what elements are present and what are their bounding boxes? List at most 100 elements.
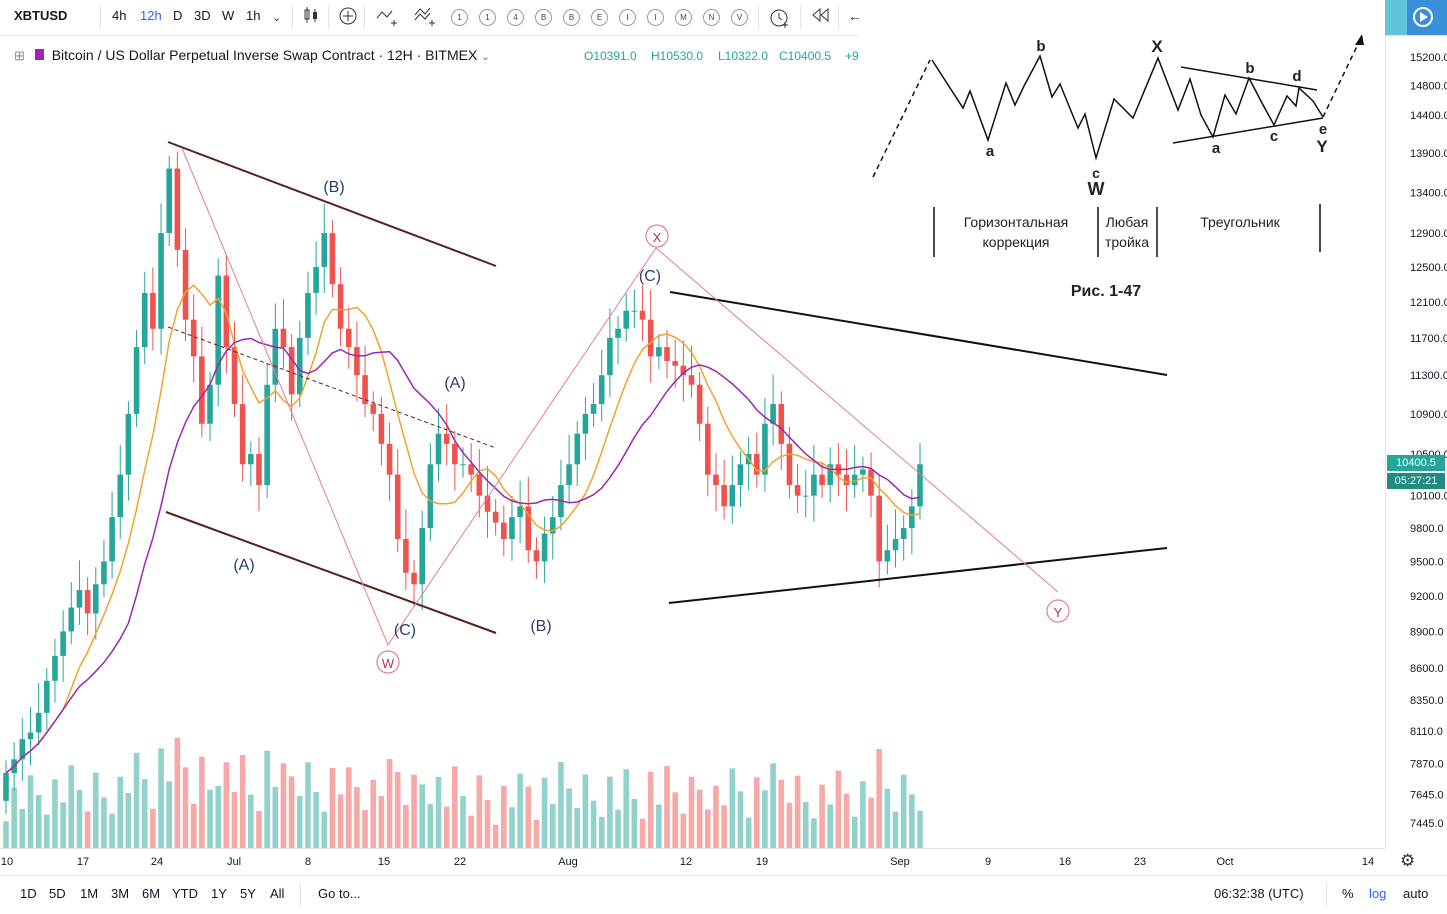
volume-bar bbox=[721, 805, 727, 848]
volume-bar bbox=[607, 776, 613, 848]
pattern-button-b[interactable]: B bbox=[535, 9, 552, 26]
volume-bar bbox=[84, 811, 91, 848]
channel-lower-line[interactable] bbox=[165, 511, 497, 634]
range-5y[interactable]: 5Y bbox=[240, 886, 256, 901]
wave-path-line[interactable] bbox=[181, 147, 1059, 647]
alert-icon[interactable] bbox=[768, 6, 790, 33]
range-1d[interactable]: 1D bbox=[20, 886, 37, 901]
candle-body bbox=[345, 328, 352, 348]
candle-body bbox=[199, 356, 205, 424]
inset-label-b: b bbox=[1036, 38, 1045, 55]
candle-body bbox=[272, 328, 279, 385]
compare-icon[interactable] bbox=[376, 6, 400, 31]
candle-body bbox=[329, 233, 336, 285]
volume-bar bbox=[419, 784, 425, 848]
chevron-down-icon[interactable]: ⌄ bbox=[481, 52, 490, 63]
inset-section2-line2: тройка bbox=[1105, 234, 1149, 250]
pattern-button-n[interactable]: N bbox=[703, 9, 720, 26]
volume-bar bbox=[549, 804, 556, 848]
symbol-search[interactable]: XBTUSD bbox=[14, 8, 68, 23]
volume-bar bbox=[403, 805, 409, 848]
pattern-button-v[interactable]: V bbox=[731, 9, 748, 26]
candle-body bbox=[753, 453, 760, 475]
price-axis[interactable]: 15200.0 14800.0 14400.0 13900.0 13400.0 12900… bbox=[1385, 35, 1447, 848]
candle-body bbox=[141, 292, 148, 348]
candle-body bbox=[223, 275, 230, 348]
volume-bar bbox=[305, 762, 311, 848]
channel-mid-line[interactable] bbox=[167, 326, 497, 449]
time-tick-label: 17 bbox=[77, 856, 89, 868]
timeframe-12h[interactable]: 12h bbox=[140, 8, 162, 23]
range-5d[interactable]: 5D bbox=[49, 886, 66, 901]
candle-body bbox=[851, 474, 858, 486]
percent-toggle[interactable]: % bbox=[1342, 886, 1354, 901]
pattern-button-1b[interactable]: 1 bbox=[479, 9, 496, 26]
pattern-button-m[interactable]: M bbox=[675, 9, 692, 26]
utc-clock[interactable]: 06:32:38 (UTC) bbox=[1214, 886, 1304, 901]
range-6m[interactable]: 6M bbox=[142, 886, 161, 901]
channel-upper-line[interactable] bbox=[167, 141, 497, 267]
timeframe-3d[interactable]: 3D bbox=[194, 8, 211, 23]
add-indicator-icon[interactable] bbox=[338, 6, 358, 31]
goto-button[interactable]: Go to... bbox=[318, 886, 361, 901]
time-tick-label: Oct bbox=[1216, 856, 1233, 868]
volume-bar bbox=[460, 796, 466, 848]
wave-label: (C) bbox=[394, 622, 416, 639]
range-all[interactable]: All bbox=[270, 886, 285, 901]
volume-bar bbox=[337, 794, 344, 848]
chevron-down-icon[interactable]: ⌄ bbox=[272, 12, 282, 24]
time-axis[interactable]: 10 17 24 Jul 8 15 22 Aug 12 19 Sep 9 16 23 Oct 14 bbox=[0, 848, 1385, 873]
expand-icon[interactable]: ⊞ bbox=[14, 48, 25, 63]
auto-toggle[interactable]: auto bbox=[1403, 886, 1429, 901]
candle-body bbox=[631, 310, 638, 312]
triangle-lower-line[interactable] bbox=[668, 547, 1168, 604]
candle-body bbox=[354, 347, 360, 376]
candle-body bbox=[590, 404, 597, 414]
back-icon[interactable]: ← bbox=[848, 8, 862, 24]
timeframe-w[interactable]: W bbox=[222, 8, 235, 23]
volume-bar bbox=[582, 774, 589, 848]
pattern-button-e[interactable]: E bbox=[591, 9, 608, 26]
triangle-upper-line[interactable] bbox=[669, 291, 1168, 376]
volume-bar bbox=[647, 771, 654, 848]
legend-change: +9 bbox=[845, 49, 859, 63]
pattern-button-4[interactable]: 4 bbox=[507, 9, 524, 26]
templates-icon[interactable] bbox=[414, 6, 438, 31]
countdown-badge: 05:27:21 bbox=[1387, 473, 1445, 489]
pattern-button-i2[interactable]: I bbox=[647, 9, 664, 26]
price-tick-label: 10100.0 bbox=[1410, 491, 1447, 503]
range-3m[interactable]: 3M bbox=[111, 886, 130, 901]
pattern-button-i[interactable]: I bbox=[619, 9, 636, 26]
range-1m[interactable]: 1M bbox=[80, 886, 99, 901]
toolbar-divider bbox=[1326, 883, 1327, 907]
timeframe-4h[interactable]: 4h bbox=[112, 8, 127, 23]
inset-section2-line1: Любая bbox=[1106, 214, 1149, 230]
timeframe-d[interactable]: D bbox=[173, 8, 183, 23]
toolbar-divider bbox=[300, 883, 301, 907]
volume-bar bbox=[492, 824, 499, 848]
settings-gear-icon[interactable]: ⚙ bbox=[1400, 851, 1416, 870]
wave-circle-icon bbox=[1046, 599, 1070, 623]
pattern-button-1[interactable]: 1 bbox=[451, 9, 468, 26]
candle-body bbox=[133, 347, 140, 414]
replay-icon[interactable] bbox=[810, 6, 830, 29]
inset-triangle-lower bbox=[1172, 117, 1324, 144]
pattern-button-b2[interactable]: B bbox=[563, 9, 580, 26]
range-ytd[interactable]: YTD bbox=[172, 886, 198, 901]
candle-body bbox=[288, 347, 295, 395]
range-1y[interactable]: 1Y bbox=[211, 886, 227, 901]
inset-label-e: e bbox=[1319, 121, 1327, 138]
candles-icon[interactable] bbox=[302, 6, 320, 29]
volume-bar bbox=[835, 770, 842, 848]
price-tick-label: 8600.0 bbox=[1410, 663, 1444, 675]
log-toggle[interactable]: log bbox=[1369, 886, 1387, 901]
volume-bar bbox=[256, 811, 262, 848]
top-toolbar: XBTUSD 4h 12h D 3D W 1h ⌄ 1 1 4 B B E I … bbox=[0, 0, 1447, 36]
candle-body bbox=[607, 337, 613, 376]
timeframe-1h[interactable]: 1h bbox=[246, 8, 261, 23]
inset-section1-line1: Горизонтальная bbox=[964, 214, 1068, 230]
volume-bar bbox=[215, 786, 221, 848]
toolbar-divider bbox=[364, 5, 365, 29]
volume-bar bbox=[623, 769, 630, 848]
price-chart[interactable]: (B) (A) (C) W (A) (B) (C) X Y a b X b d c W a c … bbox=[0, 35, 1385, 848]
